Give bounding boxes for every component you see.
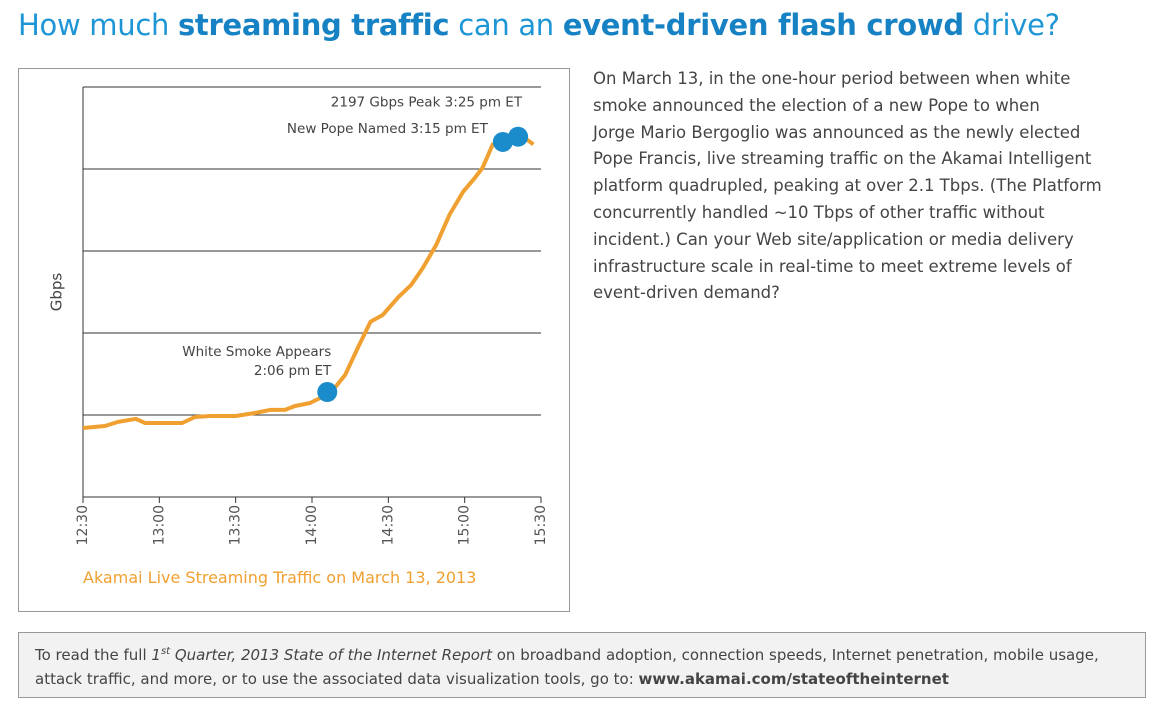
footer-part: 1 bbox=[151, 646, 161, 664]
body-line: On March 13, in the one-hour period betw… bbox=[593, 69, 1071, 88]
body-line: smoke announced the election of a new Po… bbox=[593, 95, 1040, 115]
body-line: concurrently handled ~10 Tbps of other t… bbox=[593, 202, 1045, 222]
annotation-marker bbox=[492, 131, 513, 152]
title-part: streaming traffic bbox=[177, 8, 450, 42]
annotation-label: 2197 Gbps Peak 3:25 pm ET bbox=[331, 95, 523, 111]
body-line: Jorge Mario Bergoglio was announced as t… bbox=[593, 122, 1081, 142]
annotation-marker bbox=[317, 382, 338, 403]
title-part: drive? bbox=[963, 8, 1060, 42]
footer-part: on broadband adoption, connection speeds… bbox=[35, 646, 1099, 688]
chart: Gbps Akamai Live Streaming Traffic on Ma… bbox=[18, 68, 570, 612]
annotation-label: White Smoke Appears bbox=[182, 344, 331, 360]
x-tick-label: 15:00 bbox=[457, 505, 473, 545]
annotation-label: 2:06 pm ET bbox=[254, 363, 332, 379]
title-part: How much bbox=[18, 8, 178, 42]
chart-frame bbox=[18, 68, 570, 612]
x-tick-label: 14:30 bbox=[380, 505, 396, 545]
footer-part: To read the full bbox=[35, 646, 152, 664]
page-title: How much streaming traffic can an event-… bbox=[18, 8, 1060, 42]
footer-note: To read the full 1st Quarter, 2013 State… bbox=[18, 632, 1146, 698]
x-tick-label: 14:00 bbox=[304, 505, 320, 545]
y-axis-label: Gbps bbox=[48, 273, 66, 312]
x-tick-label: 15:30 bbox=[533, 505, 549, 545]
body-line: infrastructure scale in real-time to mee… bbox=[593, 256, 1072, 276]
title-part: event-driven flash crowd bbox=[562, 8, 964, 42]
body-text: On March 13, in the one-hour period betw… bbox=[593, 66, 1102, 307]
chart-caption: Akamai Live Streaming Traffic on March 1… bbox=[83, 568, 476, 587]
x-tick-label: 13:00 bbox=[151, 505, 167, 545]
footer-part: Quarter, 2013 State of the Internet Repo… bbox=[170, 646, 492, 664]
annotation-label: New Pope Named 3:15 pm ET bbox=[287, 121, 489, 137]
data-line bbox=[82, 134, 535, 430]
body-line: incident.) Can your Web site/application… bbox=[593, 229, 1074, 249]
annotation-marker bbox=[508, 126, 529, 147]
footer-part: www.akamai.com/stateoftheinternet bbox=[638, 670, 949, 688]
x-tick-label: 12:30 bbox=[75, 505, 91, 545]
body-line: event-driven demand? bbox=[593, 283, 780, 303]
x-tick-label: 13:30 bbox=[228, 505, 244, 545]
title-part: can an bbox=[449, 8, 563, 42]
footer-part: st bbox=[160, 646, 171, 657]
body-line: platform quadrupled, peaking at over 2.1… bbox=[593, 176, 1102, 196]
body-line: Pope Francis, live streaming traffic on … bbox=[593, 149, 1092, 169]
